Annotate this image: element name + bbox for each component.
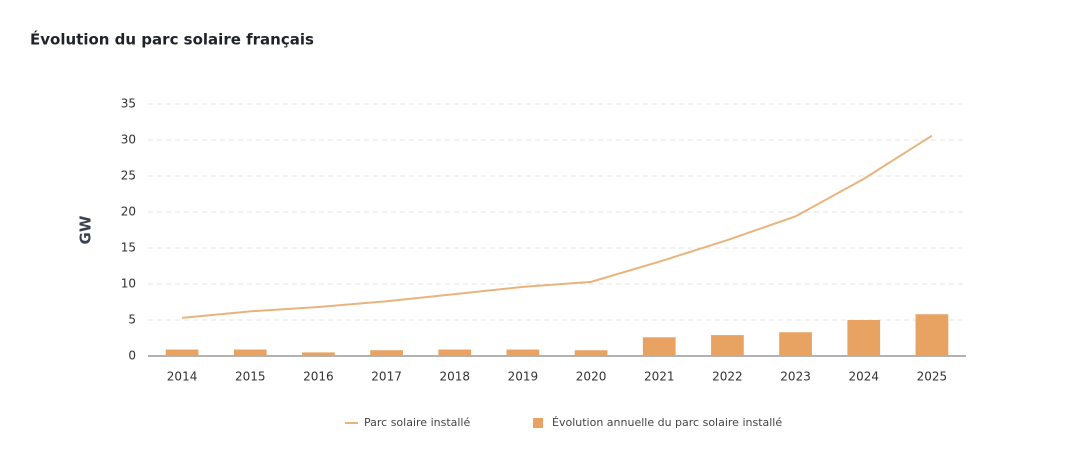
- x-tick-label: 2017: [371, 370, 402, 384]
- y-tick-label: 25: [121, 169, 136, 183]
- x-tick-label: 2015: [235, 370, 266, 384]
- bar: [370, 350, 403, 356]
- y-axis-label: GW: [77, 215, 95, 244]
- bar: [574, 350, 608, 356]
- y-tick-label: 35: [121, 97, 136, 111]
- bar: [165, 349, 199, 356]
- legend-label: Évolution annuelle du parc solaire insta…: [552, 416, 782, 429]
- legend-swatch: [533, 418, 543, 428]
- x-tick-label: 2023: [780, 370, 811, 384]
- bar: [233, 349, 267, 356]
- bar: [711, 335, 744, 356]
- line: [181, 134, 933, 319]
- y-tick-label: 20: [121, 205, 136, 219]
- y-tick-label: 30: [121, 133, 136, 147]
- bar: [506, 349, 540, 356]
- x-tick-label: 2022: [712, 370, 743, 384]
- x-tick-label: 2020: [576, 370, 607, 384]
- bar: [847, 320, 881, 356]
- y-tick-label: 5: [128, 313, 136, 327]
- x-tick-label: 2025: [917, 370, 948, 384]
- x-tick-label: 2018: [439, 370, 470, 384]
- bar: [915, 314, 949, 356]
- bar: [438, 349, 472, 356]
- x-tick-label: 2021: [644, 370, 675, 384]
- y-tick-label: 0: [128, 349, 136, 363]
- bar: [779, 332, 812, 356]
- bar: [302, 352, 335, 356]
- y-tick-label: 15: [121, 241, 136, 255]
- bar: [642, 337, 676, 356]
- x-tick-label: 2024: [848, 370, 879, 384]
- y-tick-label: 10: [121, 277, 136, 291]
- chart-title: Évolution du parc solaire français: [30, 30, 314, 49]
- legend-label: Parc solaire installé: [364, 416, 470, 429]
- x-tick-label: 2016: [303, 370, 334, 384]
- x-tick-label: 2014: [167, 370, 198, 384]
- x-tick-label: 2019: [508, 370, 539, 384]
